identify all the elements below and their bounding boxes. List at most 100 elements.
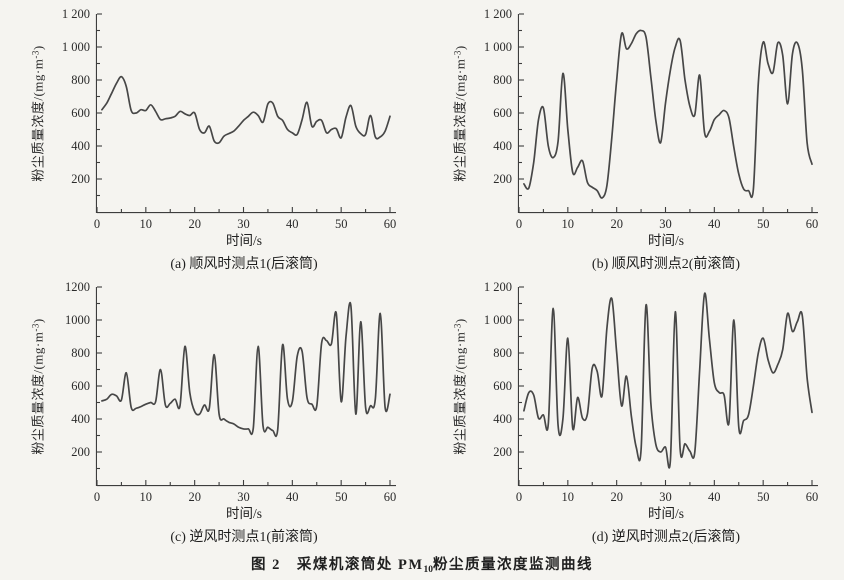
y-axis-title-exponent: -3 [30,50,41,59]
y-tick-label: 200 [71,172,90,186]
x-tick-label: 30 [659,217,672,231]
axes [95,13,396,214]
y-tick-label: 400 [493,412,512,426]
data-curve [101,75,391,145]
y-tick-label: 400 [71,139,90,153]
figure-caption: 图 2 采煤机滚筒处 PM10粉尘质量浓度监测曲线 [0,553,844,575]
x-axis-title: 时间/s [225,506,262,521]
x-axis-title: 时间/s [647,233,684,248]
x-tick-label: 60 [806,490,819,504]
x-tick-label: 0 [516,490,522,504]
x-tick-label: 0 [94,217,100,231]
subplot-c-caption: (c) 逆风时测点1(前滚筒) [170,530,318,545]
y-axis-title-close: ) [452,318,468,324]
figure-title-pre: 采煤机滚筒处 PM [296,557,424,573]
y-tick-label: 1 200 [484,7,512,21]
chart-canvas-b: 0 10 20 30 40 50 60 200 400 600 800 1 000 1 200 [484,7,818,231]
x-axis-title: 时间/s [225,233,262,248]
x-tick-label: 40 [286,490,299,504]
x-tick-label: 20 [610,217,623,231]
figure-number: 图 2 [250,557,281,573]
y-tick-label: 400 [71,412,90,426]
data-curve [523,292,813,469]
y-axis-title-close: ) [452,45,468,51]
y-axis-title-text: 粉尘质量浓度/(mg·m [452,331,468,455]
subplot-a: 粉尘质量浓度/(mg·m-3) 0 10 20 30 40 50 60 200 400 600 80… [0,0,422,273]
y-tick-label: 800 [71,346,90,360]
data-curve [523,29,813,199]
axes [517,286,818,487]
x-tick-label: 60 [384,490,397,504]
tick-labels: 0 10 20 30 40 50 60 200 400 600 800 1 000 1 200 [484,7,818,231]
y-axis-title-text: 粉尘质量浓度/(mg·m [30,331,46,455]
tick-labels: 0 10 20 30 40 50 60 200 400 600 800 1000 1200 [65,280,396,504]
subplot-grid: 粉尘质量浓度/(mg·m-3) 0 10 20 30 40 50 60 200 400 600 80… [0,0,844,546]
y-axis-title-close: ) [30,318,46,324]
y-axis-title: 粉尘质量浓度/(mg·m-3) [28,14,47,214]
x-tick-label: 50 [335,490,348,504]
y-tick-label: 1 200 [484,280,512,294]
figure-title-subscript: 10 [423,565,434,575]
y-axis-title: 粉尘质量浓度/(mg·m-3) [450,14,469,214]
subplot-d: 粉尘质量浓度/(mg·m-3) 0 10 20 30 40 50 60 200 400 600 80… [422,273,844,546]
x-tick-label: 50 [335,217,348,231]
y-tick-label: 1 000 [484,40,512,54]
x-axis-title: 时间/s [647,506,684,521]
x-tick-label: 20 [610,490,623,504]
axes [517,13,818,214]
subplot-c: 粉尘质量浓度/(mg·m-3) 0 10 20 30 40 50 60 200 400 600 80… [0,273,422,546]
x-tick-label: 40 [286,217,299,231]
figure-title-post: 粉尘质量浓度监测曲线 [433,557,594,573]
chart-canvas-d: 0 10 20 30 40 50 60 200 400 600 800 1 000 1 200 [484,280,818,504]
y-axis-title-exponent: -3 [452,50,463,59]
x-tick-label: 0 [516,217,522,231]
tick-labels: 0 10 20 30 40 50 60 200 400 600 800 1 000 1 200 [484,280,818,504]
x-tick-label: 10 [140,217,153,231]
chart-canvas-a: 0 10 20 30 40 50 60 200 400 600 800 1 000 1 200 [62,7,396,231]
tick-labels: 0 10 20 30 40 50 60 200 400 600 800 1 000 1 200 [62,7,396,231]
subplot-b: 粉尘质量浓度/(mg·m-3) 0 10 20 30 40 50 60 200 400 600 80… [422,0,844,273]
y-tick-label: 800 [493,346,512,360]
x-tick-label: 60 [806,217,819,231]
x-tick-label: 30 [237,217,250,231]
y-tick-label: 600 [493,106,512,120]
x-tick-label: 50 [757,217,770,231]
y-axis-title: 粉尘质量浓度/(mg·m-3) [28,287,47,487]
y-tick-label: 200 [71,445,90,459]
subplot-a-caption: (a) 顺风时测点1(后滚筒) [170,257,318,272]
y-tick-label: 600 [493,379,512,393]
axes [95,286,396,487]
x-tick-label: 10 [562,217,575,231]
x-tick-label: 20 [188,217,201,231]
y-axis-title-text: 粉尘质量浓度/(mg·m [452,58,468,182]
y-axis-title-exponent: -3 [452,323,463,332]
x-tick-label: 0 [94,490,100,504]
x-tick-label: 20 [188,490,201,504]
x-tick-label: 60 [384,217,397,231]
x-tick-label: 10 [562,490,575,504]
x-tick-label: 40 [708,217,721,231]
y-tick-label: 200 [493,445,512,459]
y-tick-label: 400 [493,139,512,153]
y-tick-label: 1 000 [62,40,90,54]
x-tick-label: 10 [140,490,153,504]
x-tick-label: 30 [659,490,672,504]
subplot-d-caption: (d) 逆风时测点2(后滚筒) [591,530,741,545]
y-axis-title-text: 粉尘质量浓度/(mg·m [30,58,46,182]
y-tick-label: 200 [493,172,512,186]
y-tick-label: 800 [493,73,512,87]
x-tick-label: 30 [237,490,250,504]
y-tick-label: 800 [71,73,90,87]
chart-canvas-c: 0 10 20 30 40 50 60 200 400 600 800 1000 1200 [65,280,396,504]
x-tick-label: 50 [757,490,770,504]
x-tick-label: 40 [708,490,721,504]
y-axis-title-close: ) [30,45,46,51]
y-tick-label: 600 [71,379,90,393]
y-tick-label: 1 200 [62,7,90,21]
subplot-b-caption: (b) 顺风时测点2(前滚筒) [591,257,741,272]
data-curve [101,302,391,438]
y-tick-label: 1000 [65,313,90,327]
y-tick-label: 1 000 [484,313,512,327]
y-axis-title: 粉尘质量浓度/(mg·m-3) [450,287,469,487]
